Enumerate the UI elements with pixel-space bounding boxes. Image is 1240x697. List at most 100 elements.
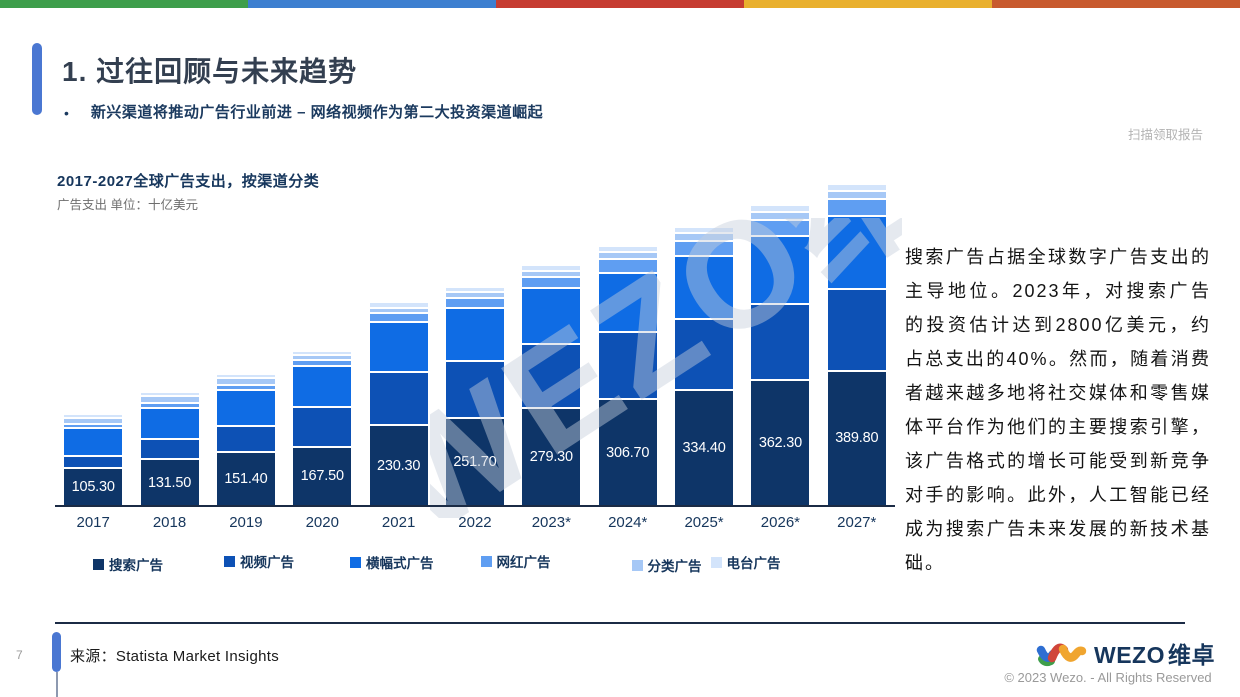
segment-分类广告-2027*: [827, 191, 886, 200]
segment-分类广告-2019: [216, 378, 275, 387]
segment-横幅式广告-2019: [216, 391, 275, 427]
page-title: 1. 过往回顾与未来趋势: [62, 56, 358, 87]
stacked-bar-2020: 167.50: [293, 351, 352, 505]
segment-网红广告-2024*: [598, 260, 657, 274]
legend-label-搜索广告: 搜索广告: [109, 558, 163, 573]
x-axis-labels: 2017 2018 2019 2020 2021 2022 2023* 2024* 2025* 2…: [55, 514, 895, 531]
segment-横幅式广告-2026*: [751, 236, 810, 305]
chart-unit-label: 广告支出 单位：十亿美元: [57, 198, 198, 212]
legend-label-电台广告: 电台广告: [726, 556, 781, 571]
x-axis-label-2027*: 2027*: [837, 514, 877, 531]
bullet-icon: •: [64, 105, 69, 121]
bar-group-2021: 230.30: [360, 181, 436, 505]
stacked-bar-2026*: 362.30: [751, 205, 810, 505]
value-label-2022: 251.70: [453, 453, 497, 470]
brand-name: WEZO 维卓: [1094, 636, 1215, 670]
value-label-2027*: 389.80: [835, 430, 879, 447]
segment-电台广告-2021: [369, 303, 428, 309]
segment-网红广告-2022: [445, 299, 504, 310]
segment-搜索广告-2020: 167.50: [293, 447, 352, 505]
x-axis-label-2018: 2018: [152, 514, 187, 531]
segment-横幅式广告-2017: [64, 428, 123, 457]
top-strip-segment-5: [992, 0, 1240, 8]
segment-搜索广告-2017: 105.30: [64, 469, 123, 505]
source-citation: 来源：Statista Market Insights: [70, 648, 279, 665]
segment-电台广告-2023*: [522, 265, 581, 272]
segment-搜索广告-2027*: 389.80: [827, 371, 886, 505]
segment-分类广告-2025*: [675, 234, 734, 242]
wezo-logo-icon: [1036, 643, 1087, 667]
bar-group-2018: 131.50: [131, 181, 207, 505]
segment-电台广告-2024*: [598, 247, 657, 254]
stacked-bar-2017: 105.30: [64, 415, 123, 505]
legend-label-视频广告: 视频广告: [240, 555, 294, 570]
value-label-2018: 131.50: [147, 474, 192, 491]
segment-电台广告-2017: [64, 415, 123, 419]
bar-group-2027*: 389.80: [819, 181, 895, 505]
stacked-bar-2021: 230.30: [369, 303, 428, 505]
segment-视频广告-2020: [293, 407, 352, 448]
bar-group-2020: 167.50: [284, 181, 360, 505]
x-axis-label-2024*: 2024*: [608, 514, 648, 531]
segment-搜索广告-2025*: 334.40: [675, 390, 734, 505]
segment-电台广告-2025*: [675, 227, 734, 235]
bar-group-2026*: 362.30: [742, 181, 818, 505]
x-axis-label-2025*: 2025*: [684, 514, 724, 531]
value-label-2024*: 306.70: [606, 444, 650, 461]
segment-电台广告-2027*: [827, 184, 886, 192]
legend-label-分类广告: 分类广告: [647, 559, 702, 574]
x-axis-label-2020: 2020: [305, 514, 339, 531]
copyright-text: © 2023 Wezo. - All Rights Reserved: [1004, 670, 1212, 685]
segment-分类广告-2026*: [751, 212, 810, 221]
segment-视频广告-2021: [369, 372, 428, 427]
segment-横幅式广告-2022: [445, 309, 504, 363]
segment-网红广告-2025*: [675, 241, 734, 257]
value-label-2017: 105.30: [71, 479, 115, 495]
segment-搜索广告-2018: 131.50: [140, 460, 199, 505]
footer-accent-bar: [52, 632, 61, 672]
brand-logo: WEZO 维卓: [1036, 636, 1215, 670]
legend-swatch-电台广告: [710, 556, 722, 568]
legend-label-网红广告: 网红广告: [496, 555, 551, 570]
value-label-2026*: 362.30: [758, 435, 802, 452]
segment-视频广告-2026*: [751, 304, 810, 382]
brand-name-cn: 维卓: [1168, 642, 1215, 668]
segment-视频广告-2025*: [675, 319, 734, 391]
value-label-2019: 151.40: [224, 471, 268, 488]
bar-group-2025*: 334.40: [666, 181, 742, 505]
stacked-bar-2022: 251.70: [445, 287, 504, 505]
subtitle-text: 新兴渠道将推动广告行业前进 – 网络视频作为第二大投资渠道崛起: [90, 104, 544, 121]
x-axis-label-2026*: 2026*: [760, 514, 801, 531]
value-label-2023*: 279.30: [529, 449, 573, 466]
stacked-bar-2019: 151.40: [216, 374, 275, 505]
segment-分类广告-2022: [445, 293, 504, 300]
segment-横幅式广告-2023*: [522, 289, 581, 345]
legend-swatch-横幅式广告: [350, 556, 361, 568]
segment-分类广告-2024*: [598, 253, 657, 261]
value-label-2021: 230.30: [377, 457, 421, 474]
segment-横幅式广告-2021: [369, 323, 428, 373]
segment-电台广告-2019: [216, 374, 275, 379]
legend-swatch-搜索广告: [93, 558, 104, 570]
bar-group-2022: 251.70: [437, 181, 513, 505]
segment-分类广告-2021: [369, 308, 428, 315]
x-axis-label-2017: 2017: [76, 514, 110, 531]
segment-网红广告-2020: [293, 360, 352, 367]
value-label-2025*: 334.40: [682, 439, 726, 456]
stacked-bar-2024*: 306.70: [598, 247, 657, 505]
segment-网红广告-2019: [216, 386, 275, 392]
segment-网红广告-2023*: [522, 278, 581, 290]
bar-group-2023*: 279.30: [513, 181, 589, 505]
brand-name-en: WEZO: [1094, 642, 1165, 668]
chart-plot-area: 105.30 131.50 151.40 167.50 230.30 251.70 279.…: [55, 181, 895, 505]
segment-电台广告-2026*: [751, 205, 810, 213]
segment-视频广告-2017: [64, 456, 123, 469]
legend-swatch-分类广告: [631, 559, 643, 571]
x-axis-label-2021: 2021: [381, 514, 416, 531]
top-strip-segment-1: [0, 0, 248, 8]
chart-title: 2017-2027全球广告支出，按渠道分类: [57, 173, 320, 190]
bar-group-2019: 151.40: [208, 181, 284, 505]
segment-网红广告-2026*: [751, 220, 810, 237]
segment-网红广告-2017: [64, 425, 123, 429]
